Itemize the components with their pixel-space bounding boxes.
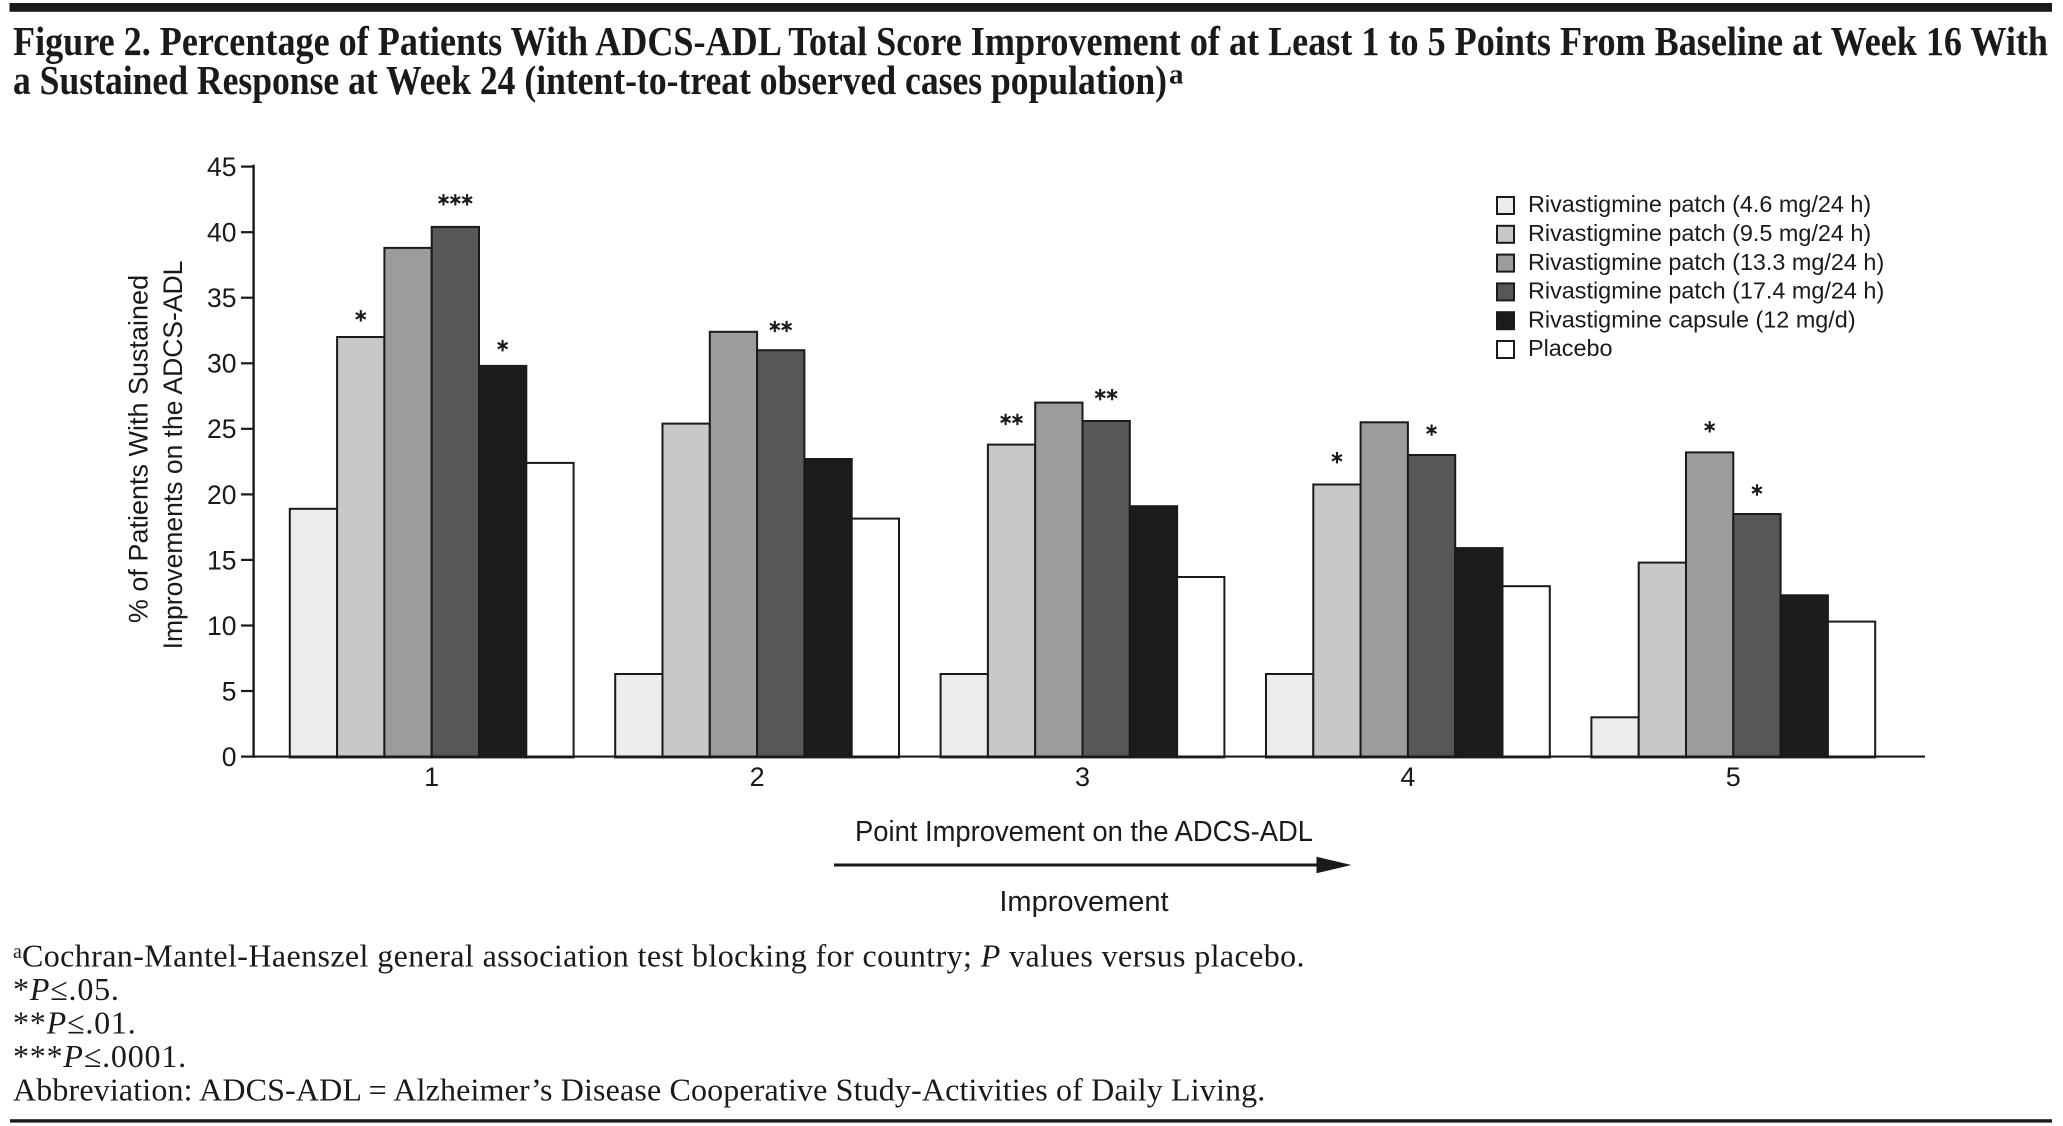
svg-text:0: 0 <box>222 742 237 772</box>
svg-text:% of Patients With Sustained: % of Patients With Sustained <box>124 275 154 623</box>
svg-text:30: 30 <box>207 349 236 379</box>
svg-text:4: 4 <box>1400 762 1415 792</box>
svg-text:Improvement: Improvement <box>999 886 1168 918</box>
svg-text:10: 10 <box>207 611 236 641</box>
svg-text:35: 35 <box>207 283 236 313</box>
svg-text:a: a <box>1169 59 1184 91</box>
svg-text:Rivastigmine patch (13.3 mg/24: Rivastigmine patch (13.3 mg/24 h) <box>1528 249 1884 275</box>
svg-text:15: 15 <box>207 545 236 575</box>
svg-text:Rivastigmine patch (4.6 mg/24: Rivastigmine patch (4.6 mg/24 h) <box>1528 191 1871 217</box>
svg-text:Figure 2. Percentage of Patien: Figure 2. Percentage of Patients With AD… <box>13 18 2048 64</box>
svg-text:Improvements on the ADCS-ADL: Improvements on the ADCS-ADL <box>158 261 188 650</box>
svg-text:3: 3 <box>1075 762 1090 792</box>
svg-text:2: 2 <box>750 762 765 792</box>
svg-text:5: 5 <box>1726 762 1741 792</box>
svg-text:*P≤.05.: *P≤.05. <box>13 971 120 1007</box>
svg-text:Placebo: Placebo <box>1528 335 1613 361</box>
svg-text:20: 20 <box>207 480 236 510</box>
svg-text:a: a <box>13 941 22 963</box>
svg-text:1: 1 <box>424 762 439 792</box>
svg-text:Point Improvement on the ADCS-: Point Improvement on the ADCS-ADL <box>855 816 1313 848</box>
svg-text:Rivastigmine patch (17.4 mg/24: Rivastigmine patch (17.4 mg/24 h) <box>1528 278 1884 304</box>
svg-text:Rivastigmine patch (9.5 mg/24: Rivastigmine patch (9.5 mg/24 h) <box>1528 220 1871 246</box>
svg-text:25: 25 <box>207 414 236 444</box>
svg-text:***P≤.0001.: ***P≤.0001. <box>13 1038 187 1074</box>
svg-text:a Sustained Response at Week 2: a Sustained Response at Week 24 (intent-… <box>13 57 1167 103</box>
svg-text:45: 45 <box>207 152 236 182</box>
svg-text:Abbreviation: ADCS-ADL = Alzhe: Abbreviation: ADCS-ADL = Alzheimer’s Dis… <box>13 1072 1265 1108</box>
svg-text:Rivastigmine capsule (12 mg/d): Rivastigmine capsule (12 mg/d) <box>1528 306 1856 332</box>
svg-text:Cochran-Mantel-Haenszel genera: Cochran-Mantel-Haenszel general associat… <box>22 938 1305 974</box>
svg-text:5: 5 <box>222 676 237 706</box>
svg-text:**P≤.01.: **P≤.01. <box>13 1005 137 1041</box>
svg-text:40: 40 <box>207 218 236 248</box>
